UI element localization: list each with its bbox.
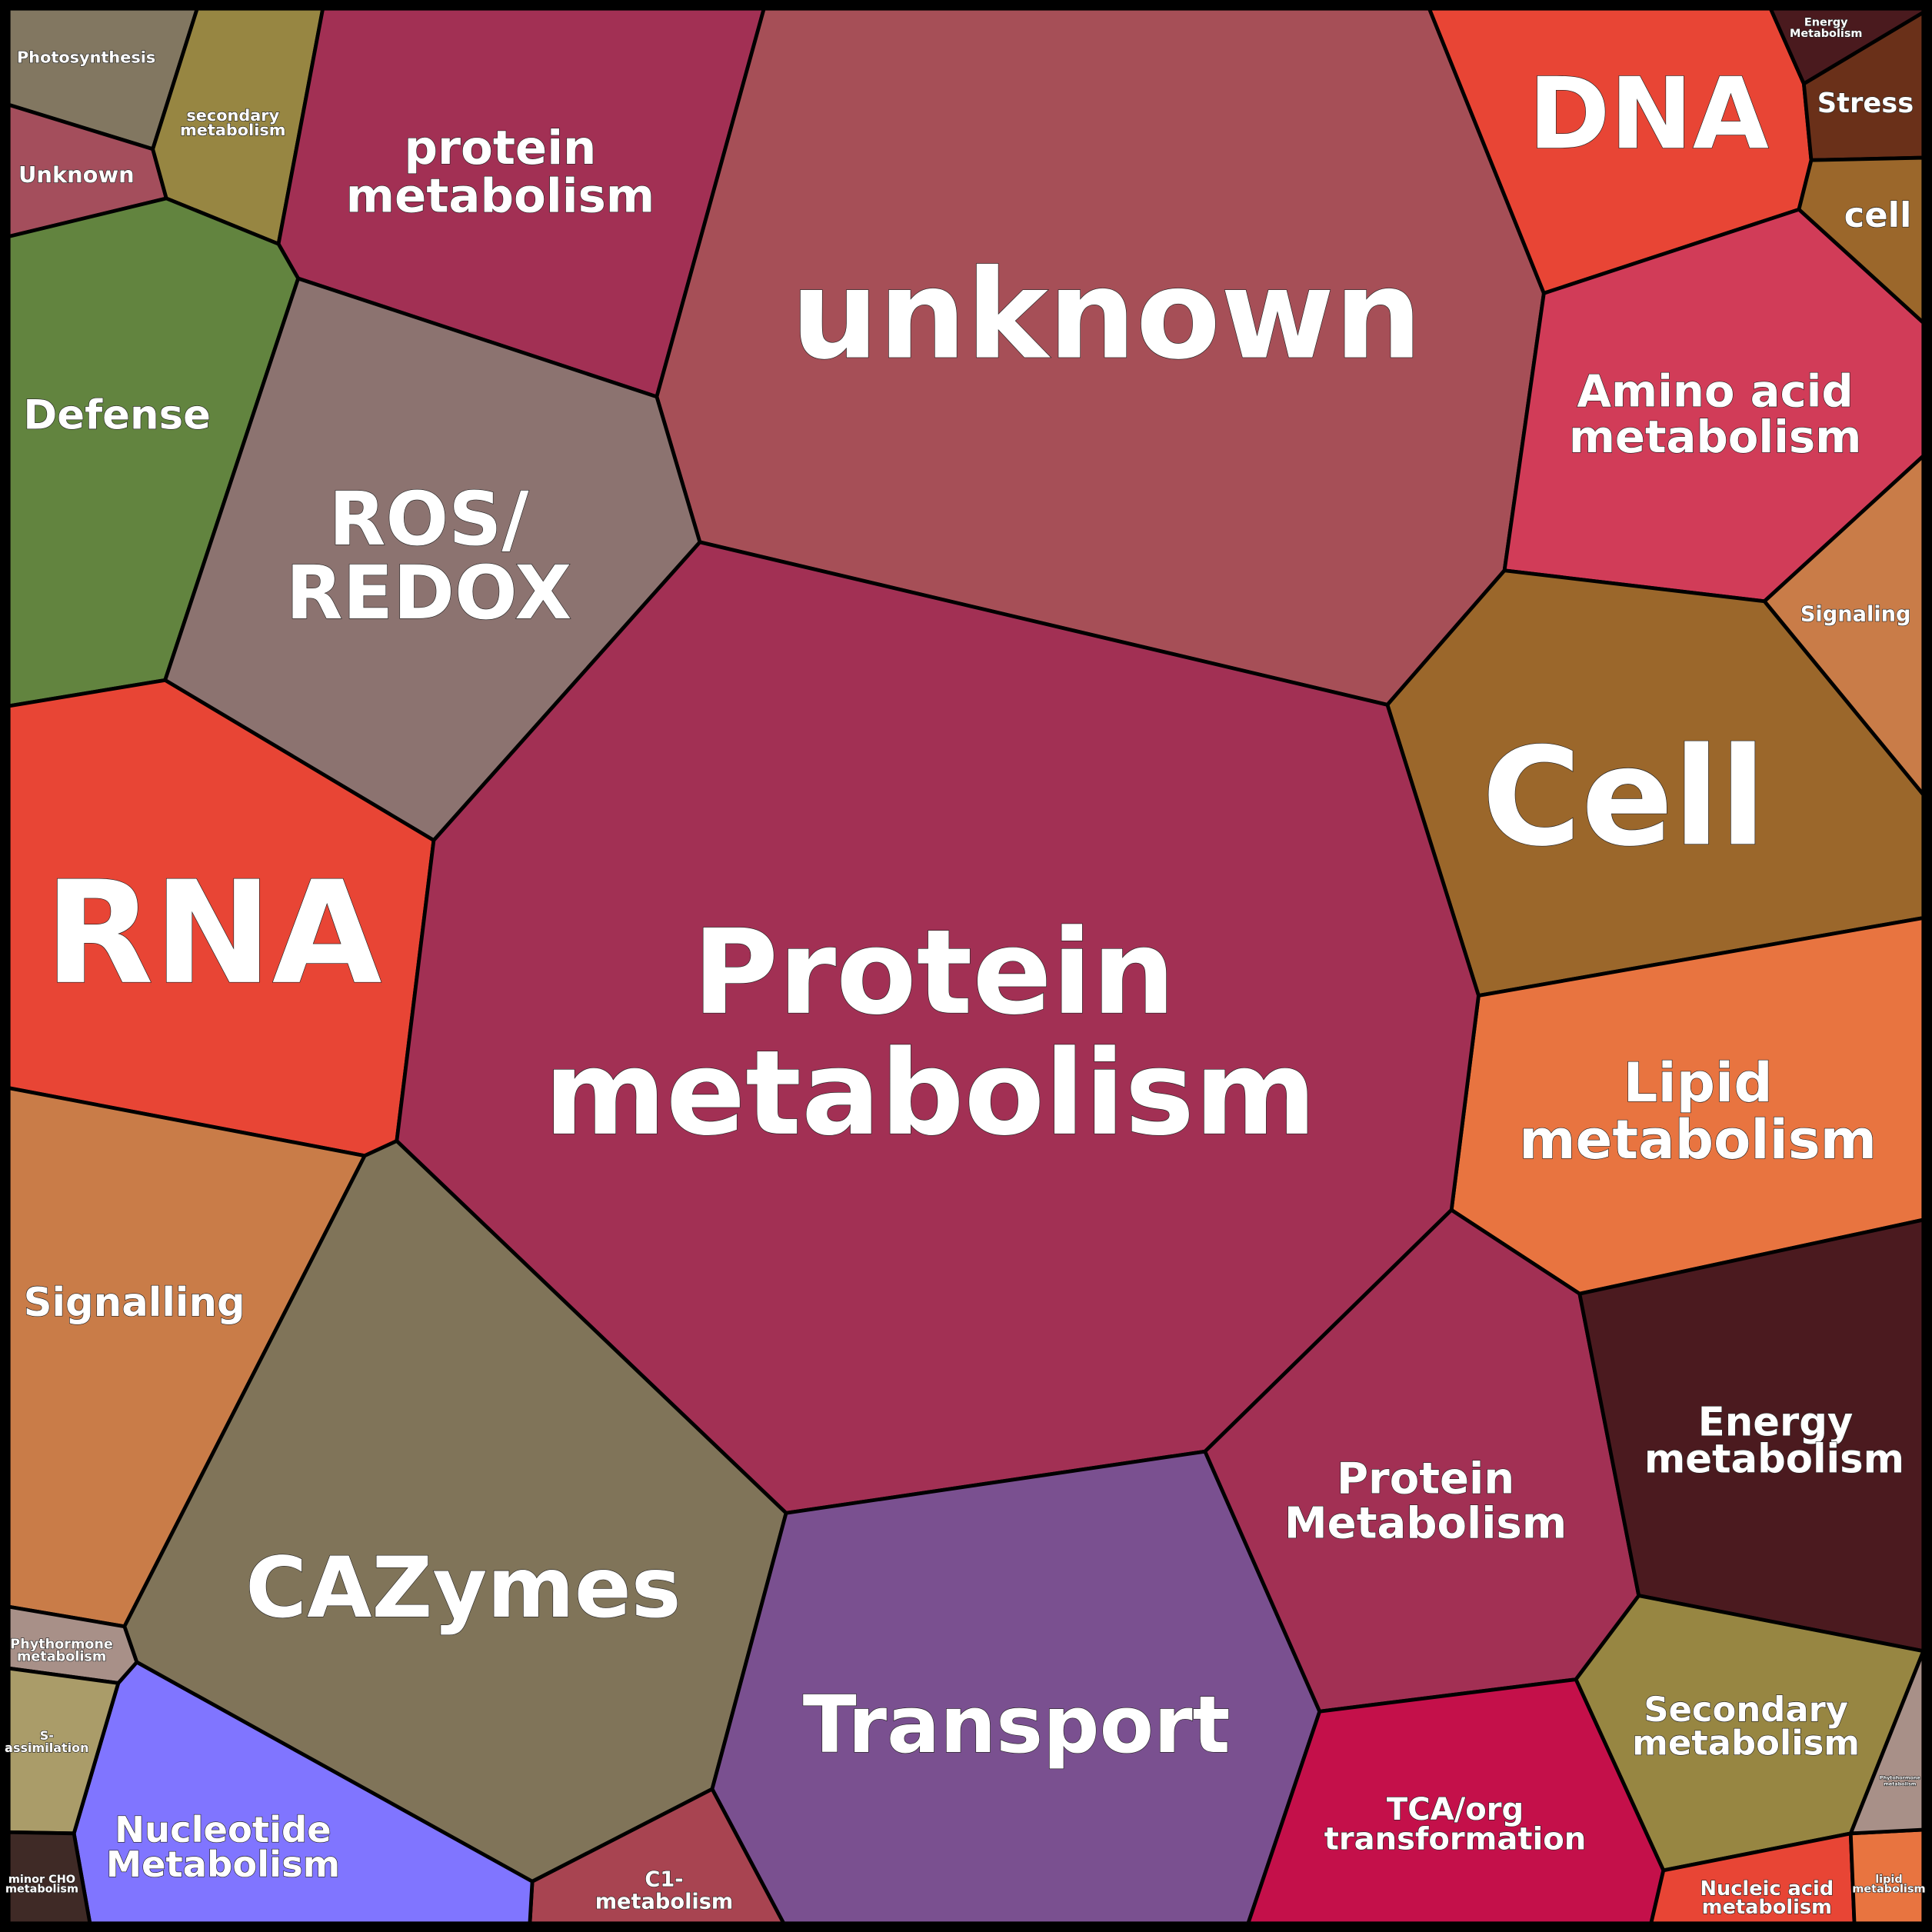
cell-label: ROS/ — [328, 476, 529, 562]
cell-label: metabolism — [1852, 1884, 1925, 1896]
cell-label: protein — [404, 121, 596, 175]
cell-label: minor CHO — [8, 1874, 75, 1886]
cell-label: secondary — [186, 106, 279, 125]
cell-label: metabolism — [1632, 1722, 1860, 1763]
cell-label: Metabolism — [1790, 28, 1862, 40]
cell-label: REDOX — [286, 550, 572, 636]
cell-label: Cell — [1482, 718, 1767, 876]
cell-label: Amino acid — [1577, 365, 1853, 418]
cell-label: metabolism — [595, 1890, 734, 1914]
cell-label: metabolism — [180, 121, 285, 139]
labels: Photosynthesis Unknown secondary metabol… — [5, 16, 1927, 1920]
cell-label: Metabolism — [106, 1844, 340, 1885]
cell-label: metabolism — [5, 1884, 78, 1896]
cell-label: Lipid — [1624, 1051, 1773, 1114]
cell-label: DNA — [1528, 57, 1769, 172]
cell-label: transformation — [1324, 1822, 1587, 1857]
cell-label: CAZymes — [245, 1539, 681, 1637]
cell-label: RNA — [45, 851, 382, 1016]
cell-label: Phytohormone — [1880, 1774, 1921, 1780]
cells — [6, 6, 1926, 1926]
cell-label: lipid — [1875, 1874, 1902, 1886]
cell-label: metabolism — [17, 1650, 106, 1665]
cell-label: Energy — [1698, 1399, 1854, 1445]
cell-label: metabolism — [1519, 1108, 1877, 1171]
cell-label: metabolism — [346, 169, 655, 224]
cell-label: metabolism — [1884, 1780, 1917, 1787]
cell-label: Nucleotide — [115, 1809, 331, 1850]
cell-label: metabolism — [1644, 1436, 1904, 1482]
cell-label: Signaling — [1800, 602, 1911, 626]
cell-label: metabolism — [1569, 411, 1861, 463]
cell-label: cell — [1844, 195, 1912, 235]
cell-label: Stress — [1817, 88, 1914, 119]
cell-label: Protein — [693, 904, 1176, 1041]
cell-label: Nucleic acid — [1700, 1877, 1834, 1900]
cell-label: unknown — [791, 243, 1422, 387]
cell-label: Signalling — [24, 1280, 245, 1326]
cell-label: S- — [40, 1728, 54, 1743]
cell-label: TCA/org — [1387, 1792, 1524, 1827]
cell-label: Phythormone — [10, 1637, 113, 1653]
cell-label: Unknown — [18, 162, 135, 188]
cell-label: assimilation — [5, 1740, 88, 1755]
cell-label: Metabolism — [1284, 1498, 1567, 1548]
cell-label: Defense — [23, 392, 211, 439]
cell-label: Energy — [1804, 17, 1848, 29]
cell-label: metabolism — [1702, 1896, 1832, 1919]
cell-label: Photosynthesis — [17, 48, 155, 67]
cell-label: metabolism — [544, 1025, 1316, 1161]
cell-label: Transport — [803, 1680, 1231, 1771]
cell-label: Protein — [1337, 1454, 1514, 1504]
cell-label: Secondary — [1644, 1689, 1848, 1730]
cell-label: C1- — [645, 1868, 683, 1892]
